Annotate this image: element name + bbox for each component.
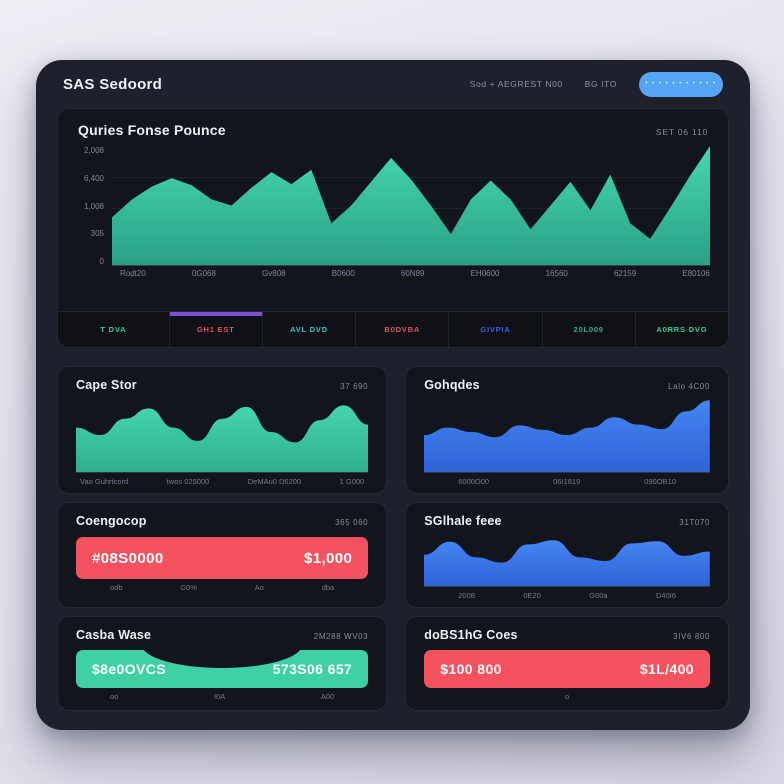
tick-label: o	[565, 692, 570, 701]
header-link-primary[interactable]: Sod + AEGREST N00	[469, 79, 563, 89]
y-axis: 2,008 6,400 1,008 305 0	[72, 146, 112, 266]
main-chart-panel: Quries Fonse Pounce SET 06 110 2,008 6,4…	[57, 108, 729, 348]
primary-action-button[interactable]: • • • • • • • • • • •	[639, 71, 723, 97]
stat-tab-4[interactable]: B0DVBA	[355, 312, 448, 347]
tick-label: I0A	[213, 692, 226, 701]
y-tick: 6,400	[83, 173, 104, 183]
gohqdes-area-chart	[424, 398, 710, 473]
bar-value-left: #08S0000	[92, 549, 164, 567]
tick-label: D40I6	[655, 591, 676, 600]
card-title: Coengocop	[76, 514, 147, 528]
stat-tab-7[interactable]: A0RRS DVG	[634, 312, 728, 347]
card-meta: Lalo 4C00	[668, 382, 710, 391]
x-axis: Rodt20 0G068 Gv808 B0600 60N89 EH0600 16…	[120, 269, 710, 278]
stat-tabs-bar: T DVA GH1 EST AVL DVD B0DVBA GIVPIA 20L0…	[58, 311, 728, 347]
stat-tab-1[interactable]: T DVA	[100, 325, 127, 334]
y-tick: 2,008	[83, 146, 104, 155]
card-title: SGlhale feee	[424, 514, 502, 528]
x-tick: Gv808	[262, 269, 286, 278]
tick-label: Vao Guhrtcord	[80, 477, 129, 486]
x-tick: 60N89	[400, 269, 425, 278]
stat-tab-5[interactable]: GIVPIA	[448, 312, 541, 347]
y-tick: 305	[90, 229, 104, 239]
casba-wase-value-bar: $8e0OVCS 573S06 657	[76, 650, 369, 688]
bar-notch	[142, 650, 303, 668]
tick-label: 090OB10	[644, 477, 676, 486]
y-tick: 0	[99, 257, 104, 266]
sglhale-area-chart	[424, 534, 710, 587]
cape-stor-area-chart	[76, 398, 369, 473]
card-coengocop: Coengocop 365 060 #08S0000 $1,000 odb G0…	[57, 502, 388, 608]
x-tick: E80106	[682, 269, 710, 278]
main-area-chart	[112, 146, 710, 266]
dashboard-card: SAS Sedoord Sod + AEGREST N00 BG ITO • •…	[36, 60, 750, 730]
bar-value-left: $100 800	[440, 661, 502, 677]
card-meta: 365 060	[335, 518, 369, 527]
x-tick: B0600	[331, 269, 355, 278]
header-actions: Sod + AEGREST N00 BG ITO • • • • • • • •…	[469, 71, 723, 97]
app-title: SAS Sedoord	[63, 75, 163, 93]
dobs-coes-value-bar: $100 800 $1L/400	[424, 650, 710, 688]
stat-tab-3[interactable]: AVL DVD	[261, 312, 355, 347]
tick-label: dba	[321, 583, 335, 592]
coengocop-value-bar: #08S0000 $1,000	[76, 537, 369, 579]
cards-grid: Cape Stor 37 690 Vao Guhrtcord twos 0250…	[57, 366, 729, 711]
x-tick: 0G068	[191, 269, 216, 278]
tick-label: 0E20	[523, 591, 541, 600]
tick-label: 1 G000	[339, 477, 365, 486]
tick-label: 6000O00	[458, 477, 490, 486]
x-tick: 62159	[613, 269, 637, 278]
tick-label: odb	[110, 583, 123, 592]
bar-value-left: $8e0OVCS	[92, 661, 167, 677]
card-cape-stor: Cape Stor 37 690 Vao Guhrtcord twos 0250…	[57, 366, 388, 494]
card-gohqdes: Gohqdes Lalo 4C00 6000O00 06I1819 090OB1…	[405, 366, 729, 494]
card-meta: 31T070	[679, 518, 710, 527]
stat-tab-6[interactable]: 20L009	[541, 312, 635, 347]
card-sglhale: SGlhale feee 31T070 2008 0E20 G00a D40I6	[405, 502, 729, 608]
tick-label: G0%	[180, 583, 197, 592]
bar-value-right: $1L/400	[639, 661, 694, 677]
main-chart-area: 2,008 6,400 1,008 305 0	[58, 142, 728, 266]
app-header: SAS Sedoord Sod + AEGREST N00 BG ITO • •…	[57, 60, 729, 108]
x-tick: EH0600	[470, 269, 500, 278]
bar-value-right: 573S06 657	[272, 661, 353, 677]
active-tab-indicator	[169, 312, 262, 316]
card-title: Cape Stor	[76, 378, 137, 392]
main-chart-header: Quries Fonse Pounce SET 06 110	[58, 109, 728, 142]
card-title: doBS1hG Coes	[424, 628, 518, 642]
y-tick: 1,008	[83, 201, 104, 211]
card-casba-wase: Casba Wase 2M288 WV03 $8e0OVCS 573S06 65…	[57, 616, 388, 711]
main-chart-meta: SET 06 110	[655, 127, 708, 137]
header-link-secondary[interactable]: BG ITO	[584, 79, 617, 89]
tick-label: A00	[320, 692, 335, 701]
tick-label: 2008	[458, 591, 475, 600]
card-meta: 3IV6 800	[673, 632, 710, 641]
tick-label: Ao	[254, 583, 264, 592]
card-meta: 2M288 WV03	[313, 632, 369, 641]
tick-label: twos 025000	[166, 477, 210, 486]
tick-label: DeMAu0 D6200	[247, 477, 302, 486]
x-tick: 16560	[545, 269, 568, 278]
bar-value-right: $1,000	[303, 549, 353, 567]
tick-label: 06I1819	[553, 477, 581, 486]
x-tick: Rodt20	[120, 269, 146, 278]
tick-label: oo	[110, 692, 119, 701]
stat-tab-2-active[interactable]: GH1 EST	[168, 312, 262, 347]
card-dobs-coes: doBS1hG Coes 3IV6 800 $100 800 $1L/400 o	[405, 616, 729, 711]
tick-label: G00a	[589, 591, 608, 600]
main-chart-title: Quries Fonse Pounce	[78, 122, 226, 138]
main-area-chart-svg	[112, 146, 710, 265]
card-meta: 37 690	[340, 382, 369, 391]
card-title: Gohqdes	[424, 378, 480, 392]
card-title: Casba Wase	[76, 628, 152, 642]
